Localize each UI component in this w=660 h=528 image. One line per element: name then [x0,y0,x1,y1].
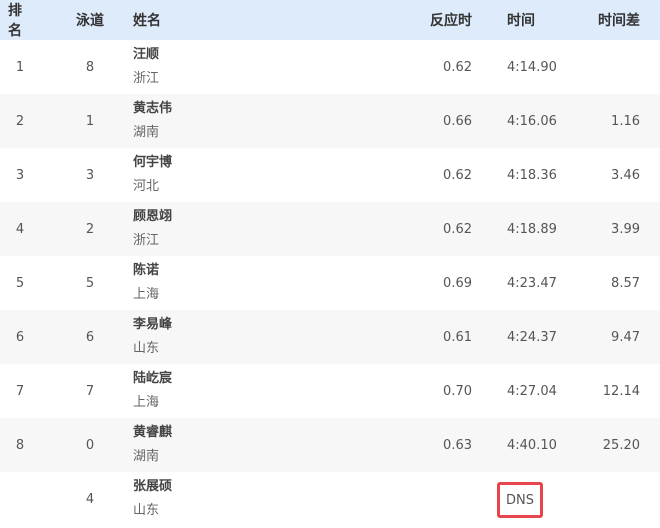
athlete-province: 山东 [133,341,160,356]
dns-highlight-box: DNS [497,482,543,518]
rank-cell: 6 [15,329,25,345]
rank-cell: 8 [15,437,25,453]
athlete-name: 张展硕 [133,479,173,494]
table-row: 5 5 陈诺上海 0.69 4:23.47 8.57 [0,256,660,310]
athlete-name: 黄睿麒 [133,425,173,440]
name-cell: 顾恩翊 浙江 [133,202,172,256]
lane-cell: 8 [85,59,95,75]
table-row: 6 6 李易峰山东 0.61 4:24.37 9.47 [0,310,660,364]
athlete-name: 何宇博 [133,155,173,170]
athlete-province: 山东 [133,503,160,518]
lane-cell: 4 [85,491,95,507]
athlete-province: 湖南 [133,449,160,464]
name-cell: 汪顺 浙江 [133,40,159,94]
header-time: 时间 [507,13,535,29]
time-cell: 4:18.36 [507,167,557,183]
name-cell: 李易峰 山东 [133,310,172,364]
rank-cell: 1 [15,59,25,75]
lane-cell: 1 [85,113,95,129]
table-row: 4 张展硕山东 [0,472,660,526]
time-cell: 4:18.89 [507,221,557,237]
rank-cell [8,472,32,526]
reaction-cell: 0.69 [443,275,472,291]
rank-cell: 2 [15,113,25,129]
athlete-province: 浙江 [133,71,160,86]
reaction-cell: 0.62 [443,167,472,183]
athlete-province: 浙江 [133,233,160,248]
name-cell: 陆屹宸 上海 [133,364,172,418]
header-rank: 排名 [8,3,22,39]
diff-cell: 9.47 [611,329,640,345]
time-cell: 4:23.47 [507,275,557,291]
diff-cell: 25.20 [602,437,640,453]
reaction-cell: 0.66 [443,113,472,129]
table-header: 排名 泳道 姓名 反应时 时间 时间差 [0,0,660,40]
athlete-name: 李易峰 [133,317,173,332]
athlete-name: 汪顺 [133,47,160,62]
rank-cell: 4 [15,221,25,237]
time-cell: 4:40.10 [507,437,557,453]
athlete-name: 陈诺 [133,263,160,278]
header-name: 姓名 [133,13,161,29]
name-cell: 张展硕 山东 [133,472,172,526]
header-reaction: 反应时 [430,13,472,29]
athlete-name: 顾恩翊 [133,209,173,224]
table-row: 4 2 顾恩翊浙江 0.62 4:18.89 3.99 [0,202,660,256]
diff-cell: 8.57 [611,275,640,291]
name-cell: 陈诺 上海 [133,256,159,310]
dns-label: DNS [506,492,534,508]
reaction-cell: 0.62 [443,221,472,237]
diff-cell: 12.14 [602,383,640,399]
name-cell: 黄志伟 湖南 [133,94,172,148]
reaction-cell: 0.70 [443,383,472,399]
header-diff: 时间差 [598,13,640,29]
table-row: 7 7 陆屹宸上海 0.70 4:27.04 12.14 [0,364,660,418]
reaction-cell: 0.61 [443,329,472,345]
reaction-cell: 0.63 [443,437,472,453]
athlete-province: 湖南 [133,125,160,140]
athlete-province: 上海 [133,395,160,410]
athlete-name: 陆屹宸 [133,371,173,386]
table-row: 8 0 黄睿麒湖南 0.63 4:40.10 25.20 [0,418,660,472]
lane-cell: 3 [85,167,95,183]
lane-cell: 7 [85,383,95,399]
name-cell: 何宇博 河北 [133,148,172,202]
athlete-province: 河北 [133,179,160,194]
athlete-province: 上海 [133,287,160,302]
diff-cell: 1.16 [611,113,640,129]
time-cell: 4:14.90 [507,59,557,75]
time-cell: 4:16.06 [507,113,557,129]
diff-cell: 3.99 [611,221,640,237]
rank-cell: 7 [15,383,25,399]
diff-cell: 3.46 [611,167,640,183]
name-cell: 黄睿麒 湖南 [133,418,172,472]
rank-cell: 3 [15,167,25,183]
reaction-cell: 0.62 [443,59,472,75]
time-cell: 4:27.04 [507,383,557,399]
athlete-name: 黄志伟 [133,101,173,116]
lane-cell: 5 [85,275,95,291]
rank-cell: 5 [15,275,25,291]
lane-cell: 6 [85,329,95,345]
lane-cell: 0 [85,437,95,453]
table-row: 2 1 黄志伟湖南 0.66 4:16.06 1.16 [0,94,660,148]
lane-cell: 2 [85,221,95,237]
header-lane: 泳道 [76,13,104,29]
time-cell: 4:24.37 [507,329,557,345]
table-row: 1 8 汪顺浙江 0.62 4:14.90 [0,40,660,94]
table-row: 3 3 何宇博河北 0.62 4:18.36 3.46 [0,148,660,202]
